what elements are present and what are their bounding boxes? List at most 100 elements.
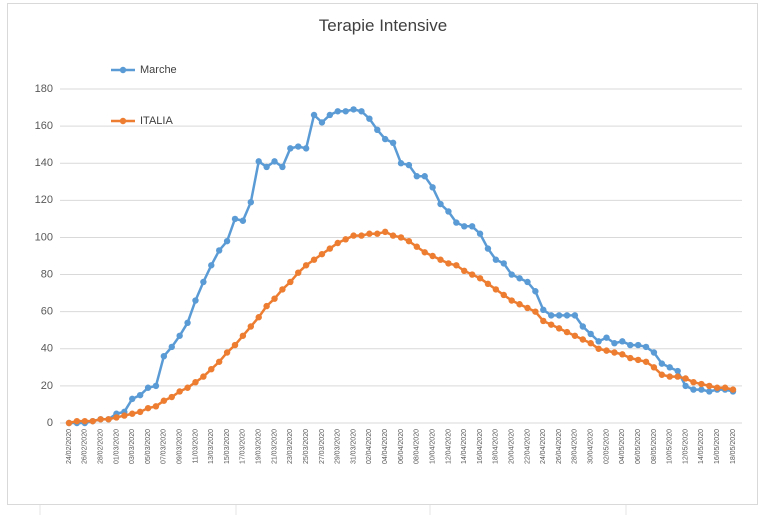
data-point [176, 332, 183, 339]
data-point [223, 349, 231, 356]
data-point [611, 340, 618, 347]
data-point [247, 198, 255, 206]
data-point [129, 410, 136, 417]
data-point [587, 340, 594, 347]
x-tick-label: 12/05/2020 [682, 429, 689, 464]
data-point [302, 262, 310, 269]
data-point [587, 330, 594, 338]
x-tick-label: 10/04/2020 [429, 429, 436, 464]
data-point [374, 230, 381, 237]
data-point [405, 161, 413, 169]
data-point [445, 260, 452, 267]
x-tick-label: 07/03/2020 [161, 429, 168, 464]
x-tick-label: 16/05/2020 [714, 429, 721, 464]
data-point [295, 269, 302, 276]
data-point [366, 230, 373, 237]
data-point [627, 341, 634, 349]
data-point [247, 323, 255, 330]
data-point [271, 158, 278, 165]
data-point [642, 343, 650, 351]
data-point [65, 419, 73, 427]
data-point [603, 334, 610, 341]
data-point [445, 208, 452, 215]
data-point [215, 247, 223, 254]
data-point [532, 288, 539, 295]
data-point [571, 332, 579, 339]
x-tick-label: 18/04/2020 [493, 429, 500, 464]
x-tick-label: 10/05/2020 [667, 429, 674, 464]
data-point [666, 364, 673, 371]
data-point [706, 382, 713, 390]
data-point [698, 380, 705, 388]
data-point [208, 365, 215, 373]
data-point [350, 232, 357, 239]
data-point [73, 417, 81, 425]
data-point [239, 332, 247, 339]
data-point [389, 232, 397, 239]
data-point [658, 360, 666, 367]
data-point [334, 108, 341, 115]
x-tick-label: 04/04/2020 [382, 429, 389, 464]
data-point [350, 106, 357, 113]
data-point [97, 416, 104, 423]
data-point [453, 219, 460, 226]
data-point [547, 321, 555, 328]
data-point [184, 319, 191, 326]
x-tick-label: 26/04/2020 [556, 429, 563, 464]
data-point [358, 232, 365, 239]
x-tick-label: 02/05/2020 [603, 429, 610, 464]
data-point [381, 228, 389, 236]
data-point [208, 262, 215, 269]
data-point [603, 347, 610, 354]
x-tick-label: 14/05/2020 [698, 429, 705, 464]
x-tick-label: 24/04/2020 [540, 429, 547, 464]
data-point [231, 341, 239, 349]
data-point [223, 237, 231, 245]
data-point [540, 306, 547, 314]
data-point [215, 358, 223, 365]
data-point [579, 336, 587, 343]
data-point [342, 108, 349, 115]
data-point [453, 262, 460, 269]
data-point [144, 384, 152, 391]
x-tick-label: 15/03/2020 [224, 429, 231, 464]
data-point [136, 391, 144, 399]
data-point [287, 145, 294, 152]
data-point [437, 256, 444, 263]
data-point [152, 382, 160, 390]
data-point [326, 245, 334, 252]
data-point [192, 378, 199, 386]
data-point [468, 271, 476, 278]
data-point [176, 388, 183, 395]
data-point [650, 349, 658, 356]
data-point [168, 393, 175, 401]
y-tick-label: 120 [35, 194, 53, 206]
data-point [334, 239, 341, 247]
data-point [129, 395, 136, 403]
data-point [595, 338, 602, 345]
x-tick-label: 28/02/2020 [97, 429, 104, 464]
data-point [389, 139, 397, 147]
data-point [476, 230, 484, 237]
x-tick-label: 13/03/2020 [208, 429, 215, 464]
y-tick-label: 40 [41, 343, 53, 355]
data-point [563, 328, 571, 336]
x-tick-label: 08/05/2020 [651, 429, 658, 464]
data-point [468, 223, 476, 230]
x-tick-label: 02/04/2020 [366, 429, 373, 464]
data-point [144, 404, 152, 412]
data-point [342, 236, 349, 243]
data-point [310, 111, 318, 119]
data-point [674, 373, 681, 380]
x-tick-label: 18/05/2020 [730, 429, 737, 464]
x-tick-label: 16/04/2020 [477, 429, 484, 464]
data-point [682, 382, 689, 390]
data-point [500, 291, 507, 299]
data-point [706, 388, 713, 395]
data-point [547, 312, 555, 319]
data-point [358, 108, 365, 115]
data-point [105, 416, 112, 423]
data-point [136, 408, 144, 416]
x-tick-label: 29/03/2020 [335, 429, 342, 464]
